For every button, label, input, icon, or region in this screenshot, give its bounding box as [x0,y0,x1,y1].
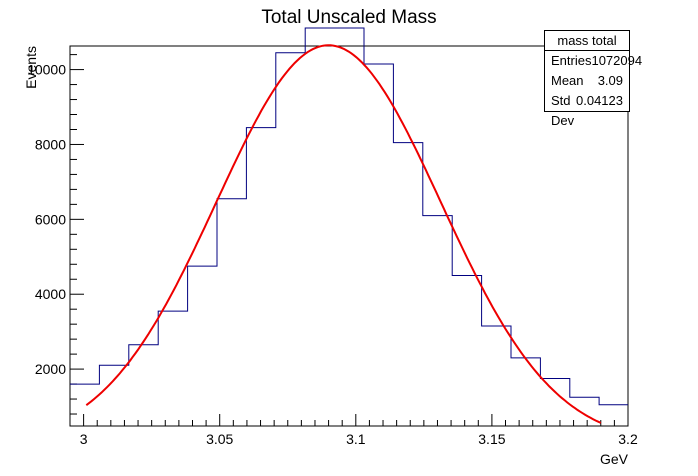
stats-row-stddev: Std Dev 0.04123 [545,91,629,128]
stats-mean-value: 3.09 [597,73,623,88]
stats-stddev-label: Std Dev [551,93,575,128]
stats-row-mean: Mean 3.09 [545,71,629,91]
stats-entries-label: Entries [551,53,592,68]
x-axis-label: GeV [600,451,629,467]
stats-box: mass total Entries 1072094 Mean 3.09 Std… [544,30,642,128]
x-tick-label: 3 [80,431,88,447]
stats-mean-label: Mean [551,73,584,88]
y-tick-label: 6000 [35,211,66,227]
y-tick-label: 4000 [35,286,66,302]
chart-title: Total Unscaled Mass [261,7,436,28]
y-tick-label: 2000 [35,361,66,377]
histogram-outline [70,27,628,406]
x-tick-label: 3.05 [206,431,233,447]
stats-title: mass total [545,31,629,51]
y-tick-label: 8000 [35,136,66,152]
y-axis-label: Events [23,46,39,89]
stats-row-entries: Entries 1072094 [545,51,642,71]
y-tick-label: 10000 [27,62,66,78]
x-tick-label: 3.15 [478,431,505,447]
x-tick-label: 3.2 [618,431,638,447]
x-tick-label: 3.1 [346,431,366,447]
stats-stddev-value: 0.04123 [576,93,623,108]
fit-curve [85,44,602,424]
stats-entries-value: 1072094 [591,53,643,68]
plot-frame [69,45,629,427]
